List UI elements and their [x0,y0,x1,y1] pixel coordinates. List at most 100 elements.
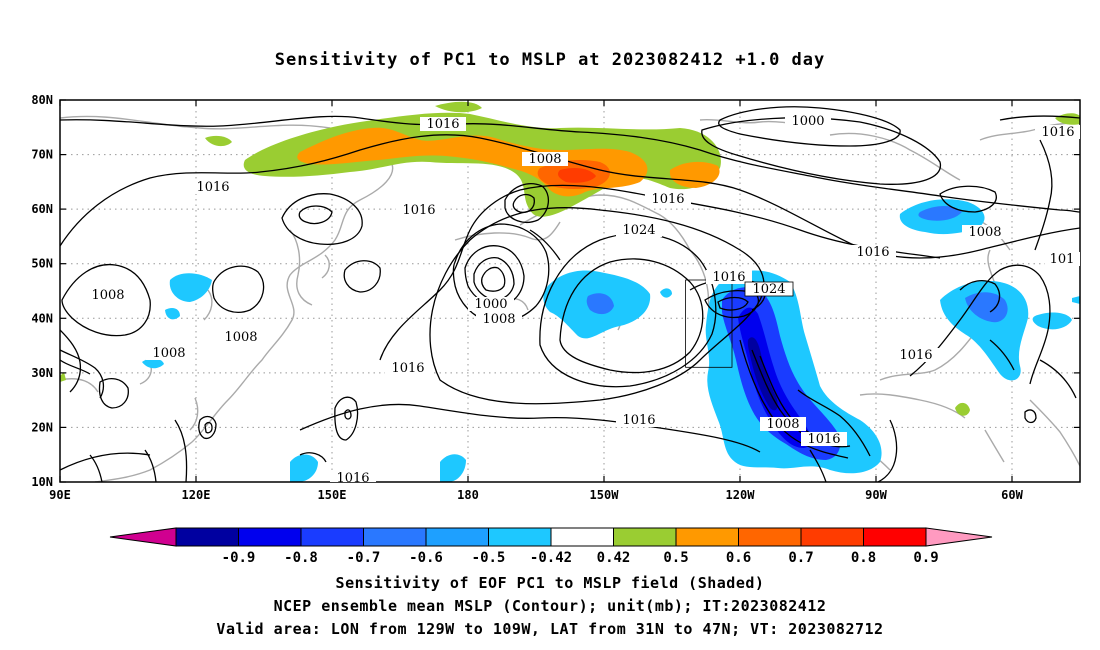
contour-label: 1016 [391,361,424,376]
contour-label: 1016 [651,192,684,207]
lon-label: 150E [318,488,347,502]
colorbar-tick-label: 0.8 [851,550,876,566]
contour-label-box: 1024 [744,281,794,297]
colorbar-segment [175,527,239,547]
colorbar-segment [363,527,427,547]
contour-label: 1024 [752,282,785,297]
colorbar-low-arrow [109,527,177,547]
colorbar-tick-label: -0.6 [409,550,443,566]
contour-label-box: 1016 [330,470,376,486]
contour-label: 1008 [91,288,124,303]
contour-label-box: 1016 [190,180,236,195]
lat-label: 40N [31,311,53,325]
contour-label: 101 [1050,252,1075,267]
contour-label-box: 1000 [785,114,831,129]
colorbar-segment [738,527,802,547]
contour-label-box: 1008 [146,346,192,361]
caption-line-1: Sensitivity of EOF PC1 to MSLP field (Sh… [335,574,765,592]
contour-label: 1016 [622,413,655,428]
colorbar-segment [488,527,552,547]
contour-label-box: 1008 [522,152,568,167]
contour-label-box: 1008 [962,225,1008,240]
contour-label: 1016 [426,117,459,132]
lat-label: 30N [31,366,53,380]
colorbar-tick-label: -0.5 [472,550,506,566]
colorbar: -0.9 -0.8 -0.7 -0.6 -0.5 -0.42 0.42 0.5 0.6 0.7 0.… [109,527,993,566]
colorbar-tick-label: 0.6 [726,550,751,566]
lat-label: 70N [31,148,53,162]
contour-label: 1016 [899,348,932,363]
contour-label: 1008 [766,417,799,432]
lon-labels: 90E 120E 150E 180 150W 120W 90W 60W [49,488,1023,502]
contour-label: 1000 [791,114,824,129]
lat-label: 60N [31,202,53,216]
colorbar-tick-label: 0.7 [788,550,813,566]
contour-label: 1016 [712,270,745,285]
lon-label: 120W [726,488,756,502]
contour-label-box: 1016 [801,432,847,447]
colorbar-tick-label: -0.8 [284,550,318,566]
contour-label-box: 1016 [420,117,466,132]
contour-label: 1016 [1041,125,1074,140]
colorbar-segment [550,527,614,547]
contour-label-box: 1016 [893,348,939,363]
colorbar-high-arrow [925,527,993,547]
contour-label: 1024 [622,223,655,238]
contour-label-box: 1016 [616,413,662,428]
caption-line-3: Valid area: LON from 129W to 109W, LAT f… [216,620,884,638]
contour-label: 1008 [224,330,257,345]
colorbar-segment [238,527,302,547]
colorbar-segment [300,527,364,547]
contour-label-box: 1008 [85,288,131,303]
mslp-contours [60,106,1080,482]
lon-label: 60W [1001,488,1023,502]
contour-label-box: 1008 [476,312,522,327]
contour-label-box: 1008 [218,330,264,345]
lat-labels: 80N 70N 60N 50N 40N 30N 20N 10N [31,93,53,489]
contour-label-box: 1024 [616,223,662,238]
contour-label: 1016 [336,471,369,486]
contour-label: 1008 [528,152,561,167]
contour-labels: 1016 1008 1000 1016 1016 1016 1016 1024 … [85,114,1080,486]
lat-label: 10N [31,475,53,489]
contour-label: 1008 [152,346,185,361]
colorbar-tick-label: 0.9 [913,550,938,566]
lon-label: 120E [182,488,211,502]
colorbar-tick-label: -0.42 [530,550,572,566]
contour-label: 1008 [482,312,515,327]
colorbar-segment [613,527,677,547]
contour-label-box: 1016 [645,192,691,207]
contour-label-box: 1016 [706,270,752,285]
map-frame [59,99,1081,483]
contour-label-box: 101 [1045,252,1080,267]
contour-label-box: 1016 [385,361,431,376]
colorbar-segment [425,527,489,547]
axis-ticks [59,99,1080,483]
contour-label: 1016 [196,180,229,195]
lon-label: 90E [49,488,71,502]
lat-label: 80N [31,93,53,107]
lon-label: 90W [865,488,887,502]
lon-label: 180 [457,488,479,502]
contour-label-box: 1008 [760,417,806,432]
contour-label-box: 1016 [396,203,442,218]
colorbar-tick-label: 0.42 [597,550,631,566]
colorbar-segment [863,527,927,547]
contour-label-box: 1000 [468,297,514,312]
lat-label: 50N [31,257,53,271]
colorbar-tick-label: -0.9 [222,550,256,566]
colorbar-segment [800,527,864,547]
contour-label: 1016 [856,245,889,260]
colorbar-tick-label: 0.5 [663,550,688,566]
colorbar-segment [675,527,739,547]
contour-label-box: 1016 [850,245,896,260]
contour-label: 1008 [968,225,1001,240]
coastlines [60,115,1080,482]
lon-label: 150W [590,488,620,502]
contour-label: 1016 [402,203,435,218]
colorbar-tick-label: -0.7 [347,550,381,566]
lat-label: 20N [31,420,53,434]
map-title: Sensitivity of PC1 to MSLP at 2023082412… [274,50,826,70]
contour-label: 1016 [807,432,840,447]
